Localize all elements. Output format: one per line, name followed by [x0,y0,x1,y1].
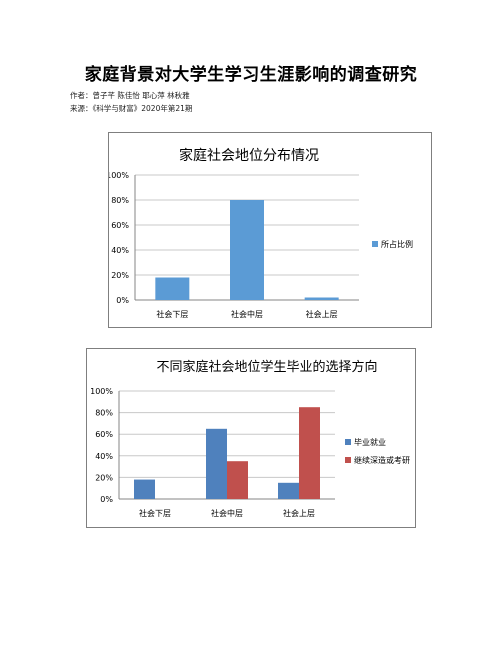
y-tick-label: 100% [90,387,113,396]
y-tick-label: 40% [111,246,129,255]
y-tick-label: 20% [111,271,129,280]
x-tick-label: 社会下层 [139,508,171,518]
legend-swatch [345,457,351,463]
bar [227,461,248,499]
y-tick-label: 0% [100,495,113,504]
bar [155,277,190,300]
y-tick-label: 80% [111,196,129,205]
chart-graduation-direction: 不同家庭社会地位学生毕业的选择方向 0% 20% 40% 60% 80% 100% 社会下层 社… [86,348,416,528]
x-tick-label: 社会上层 [306,309,338,319]
chart-title: 家庭社会地位分布情况 [179,147,319,164]
bar [134,479,155,499]
chart-title: 不同家庭社会地位学生毕业的选择方向 [156,359,377,375]
x-tick-label: 社会中层 [231,309,263,319]
y-tick-label: 80% [95,409,113,418]
y-tick-label: 20% [95,473,113,482]
y-tick-label: 40% [95,452,113,461]
x-tick-label: 社会下层 [156,309,188,319]
y-tick-label: 100% [109,171,129,180]
legend-swatch [372,241,378,247]
x-tick-label: 社会中层 [211,508,243,518]
article-source: 来源：《科学与财富》2020年第21期 [70,104,193,113]
legend-label: 所占比例 [381,239,413,249]
chart-svg: 家庭社会地位分布情况 0% 20% 40% 60% 80% 100% 社会下层 社会中层 社会上层… [109,147,413,319]
chart-social-status-distribution: 家庭社会地位分布情况 0% 20% 40% 60% 80% 100% 社会下层 社会中层 社会上层… [108,132,432,328]
y-tick-label: 60% [111,221,129,230]
legend-label: 继续深造或考研 [354,455,410,465]
article-title: 家庭背景对大学生学习生涯影响的调查研究 [84,65,418,85]
bar [230,200,264,300]
y-tick-label: 60% [95,430,113,439]
y-tick-label: 0% [116,296,129,305]
x-tick-label: 社会上层 [283,508,315,518]
article-authors: 作者：曾子芊 陈佳怡 耶心萍 林秋雅 [70,91,190,100]
bar [299,407,320,499]
chart-svg: 不同家庭社会地位学生毕业的选择方向 0% 20% 40% 60% 80% 100% 社会下层 社… [90,359,410,518]
legend-swatch [345,439,351,445]
bar [206,428,227,499]
bar [278,482,299,499]
bar [304,297,339,300]
legend-label: 毕业就业 [354,437,386,447]
